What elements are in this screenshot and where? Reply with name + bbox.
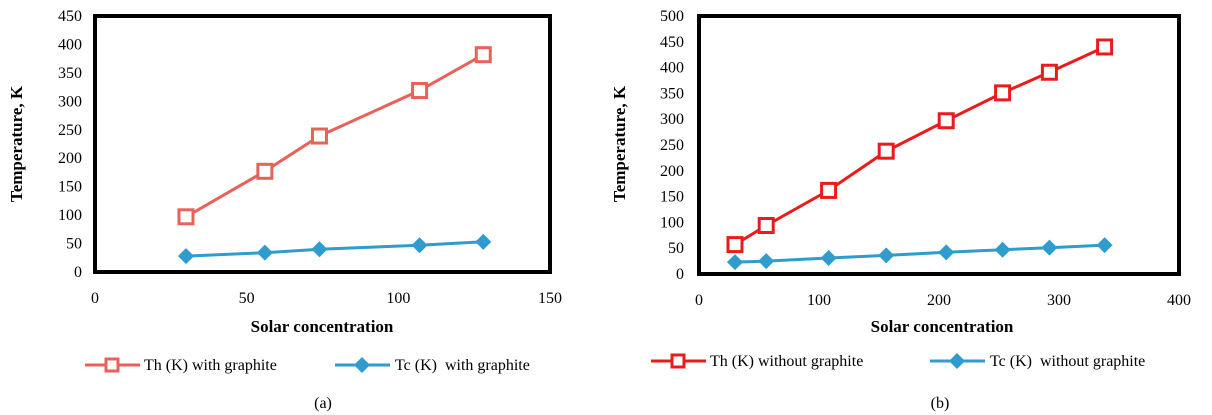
figure-caption: (a) <box>314 395 332 412</box>
y-tick-label: 300 <box>58 93 82 110</box>
data-point-th <box>256 162 274 180</box>
y-tick-label: 350 <box>660 85 684 102</box>
series-line-tc <box>185 240 484 258</box>
series-line-th <box>185 53 485 219</box>
y-tick-label: 300 <box>660 111 684 128</box>
y-tick-label: 200 <box>58 150 82 167</box>
data-point-th <box>474 46 492 64</box>
x-tick-labels: 0 50 100 150 <box>91 290 562 307</box>
x-axis-title: Solar concentration <box>251 317 394 336</box>
legend-marker-tc <box>949 353 965 369</box>
data-point-th <box>877 142 895 160</box>
legend-label-th: Th (K) without graphite <box>710 353 863 370</box>
data-point-tc <box>727 254 743 271</box>
data-point-th <box>726 236 744 254</box>
data-point-th <box>757 216 775 234</box>
legend-marker-th <box>104 357 120 373</box>
legend-marker-th <box>670 353 686 369</box>
data-point-th <box>411 82 429 100</box>
data-point-tc <box>411 237 428 254</box>
data-point-th <box>937 112 955 130</box>
data-point-tc <box>256 244 273 261</box>
y-tick-label: 100 <box>58 207 82 224</box>
series-layer <box>177 46 492 265</box>
y-tick-label: 350 <box>58 65 82 82</box>
x-tick-labels: 0 100 200 300 400 <box>695 292 1191 309</box>
y-tick-label: 50 <box>668 240 684 257</box>
x-tick-label: 0 <box>695 292 703 309</box>
x-tick-label: 150 <box>538 290 562 307</box>
series-layer <box>726 38 1114 271</box>
y-tick-label: 100 <box>660 214 684 231</box>
data-point-tc <box>878 247 895 264</box>
y-tick-label: 450 <box>660 34 684 51</box>
x-tick-label: 100 <box>386 290 410 307</box>
data-point-tc <box>758 253 775 270</box>
y-tick-label: 250 <box>58 122 82 139</box>
legend-label-tc: Tc (K) with graphite <box>395 357 530 374</box>
data-point-tc <box>311 241 328 258</box>
plot-area-frame <box>93 14 552 274</box>
y-tick-label: 250 <box>660 137 684 154</box>
y-tick-labels: 0 50 100 150 200 250 300 350 400 450 500 <box>660 8 684 283</box>
chart-b: 0 50 100 150 200 250 300 350 400 450 500 0 100 200 30… <box>610 8 1191 412</box>
y-tick-label: 0 <box>676 266 684 283</box>
series-line-tc <box>734 243 1105 264</box>
legend-marker-tc <box>354 357 370 373</box>
x-tick-label: 200 <box>927 292 951 309</box>
legend: Th (K) with graphite Tc (K) with graphit… <box>85 357 530 374</box>
data-point-tc <box>1096 237 1113 254</box>
legend-label-tc: Tc (K) without graphite <box>990 353 1145 370</box>
y-tick-label: 500 <box>660 8 684 25</box>
data-point-th <box>820 181 838 199</box>
data-point-tc <box>475 233 492 250</box>
y-tick-label: 400 <box>660 60 684 77</box>
y-tick-label: 150 <box>660 189 684 206</box>
y-axis-title: Temperature, K <box>610 85 629 202</box>
data-point-th <box>994 84 1012 102</box>
data-point-tc <box>820 250 837 267</box>
plot-area-frame <box>697 14 1181 276</box>
y-tick-label: 50 <box>66 236 82 253</box>
data-point-th <box>310 127 328 145</box>
x-axis-title: Solar concentration <box>871 317 1014 336</box>
data-point-tc <box>1041 239 1058 256</box>
x-tick-label: 400 <box>1167 292 1191 309</box>
y-tick-label: 400 <box>58 36 82 53</box>
x-tick-label: 100 <box>807 292 831 309</box>
x-tick-label: 0 <box>91 290 99 307</box>
y-tick-label: 450 <box>58 8 82 25</box>
y-tick-labels: 0 50 100 150 200 250 300 350 400 450 <box>58 8 82 281</box>
y-tick-label: 0 <box>74 264 82 281</box>
y-tick-label: 200 <box>660 163 684 180</box>
chart-a: 0 50 100 150 200 250 300 350 400 450 0 50 100 150 So… <box>7 8 562 412</box>
y-axis-title: Temperature, K <box>7 85 26 202</box>
legend-label-th: Th (K) with graphite <box>144 357 277 374</box>
data-point-th <box>177 208 195 226</box>
x-tick-label: 50 <box>239 290 255 307</box>
data-point-tc <box>994 241 1011 258</box>
x-tick-label: 300 <box>1047 292 1071 309</box>
data-point-th <box>1040 63 1058 81</box>
legend: Th (K) without graphite Tc (K) without g… <box>651 353 1145 370</box>
figure-caption: (b) <box>931 395 950 412</box>
data-point-tc <box>178 248 194 265</box>
y-tick-label: 150 <box>58 179 82 196</box>
data-point-th <box>1096 38 1114 56</box>
data-point-tc <box>938 244 955 261</box>
